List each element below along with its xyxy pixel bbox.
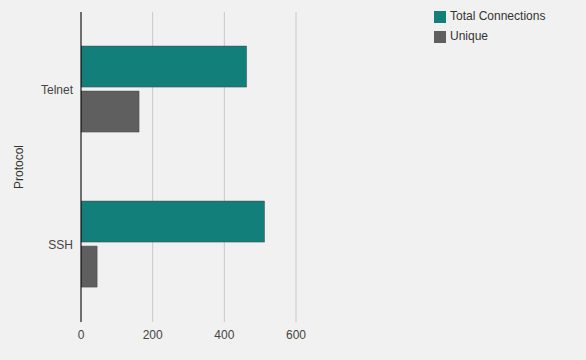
svg-text:200: 200 <box>143 328 163 342</box>
svg-text:Telnet: Telnet <box>41 83 74 97</box>
svg-text:600: 600 <box>286 328 306 342</box>
svg-text:0: 0 <box>78 328 85 342</box>
svg-text:400: 400 <box>214 328 234 342</box>
html-text:Unique: Unique <box>450 29 488 43</box>
svg-text:SSH: SSH <box>48 238 73 252</box>
html-text:Total Connections: Total Connections <box>450 9 546 23</box>
svg-text:Protocol: Protocol <box>12 145 26 189</box>
